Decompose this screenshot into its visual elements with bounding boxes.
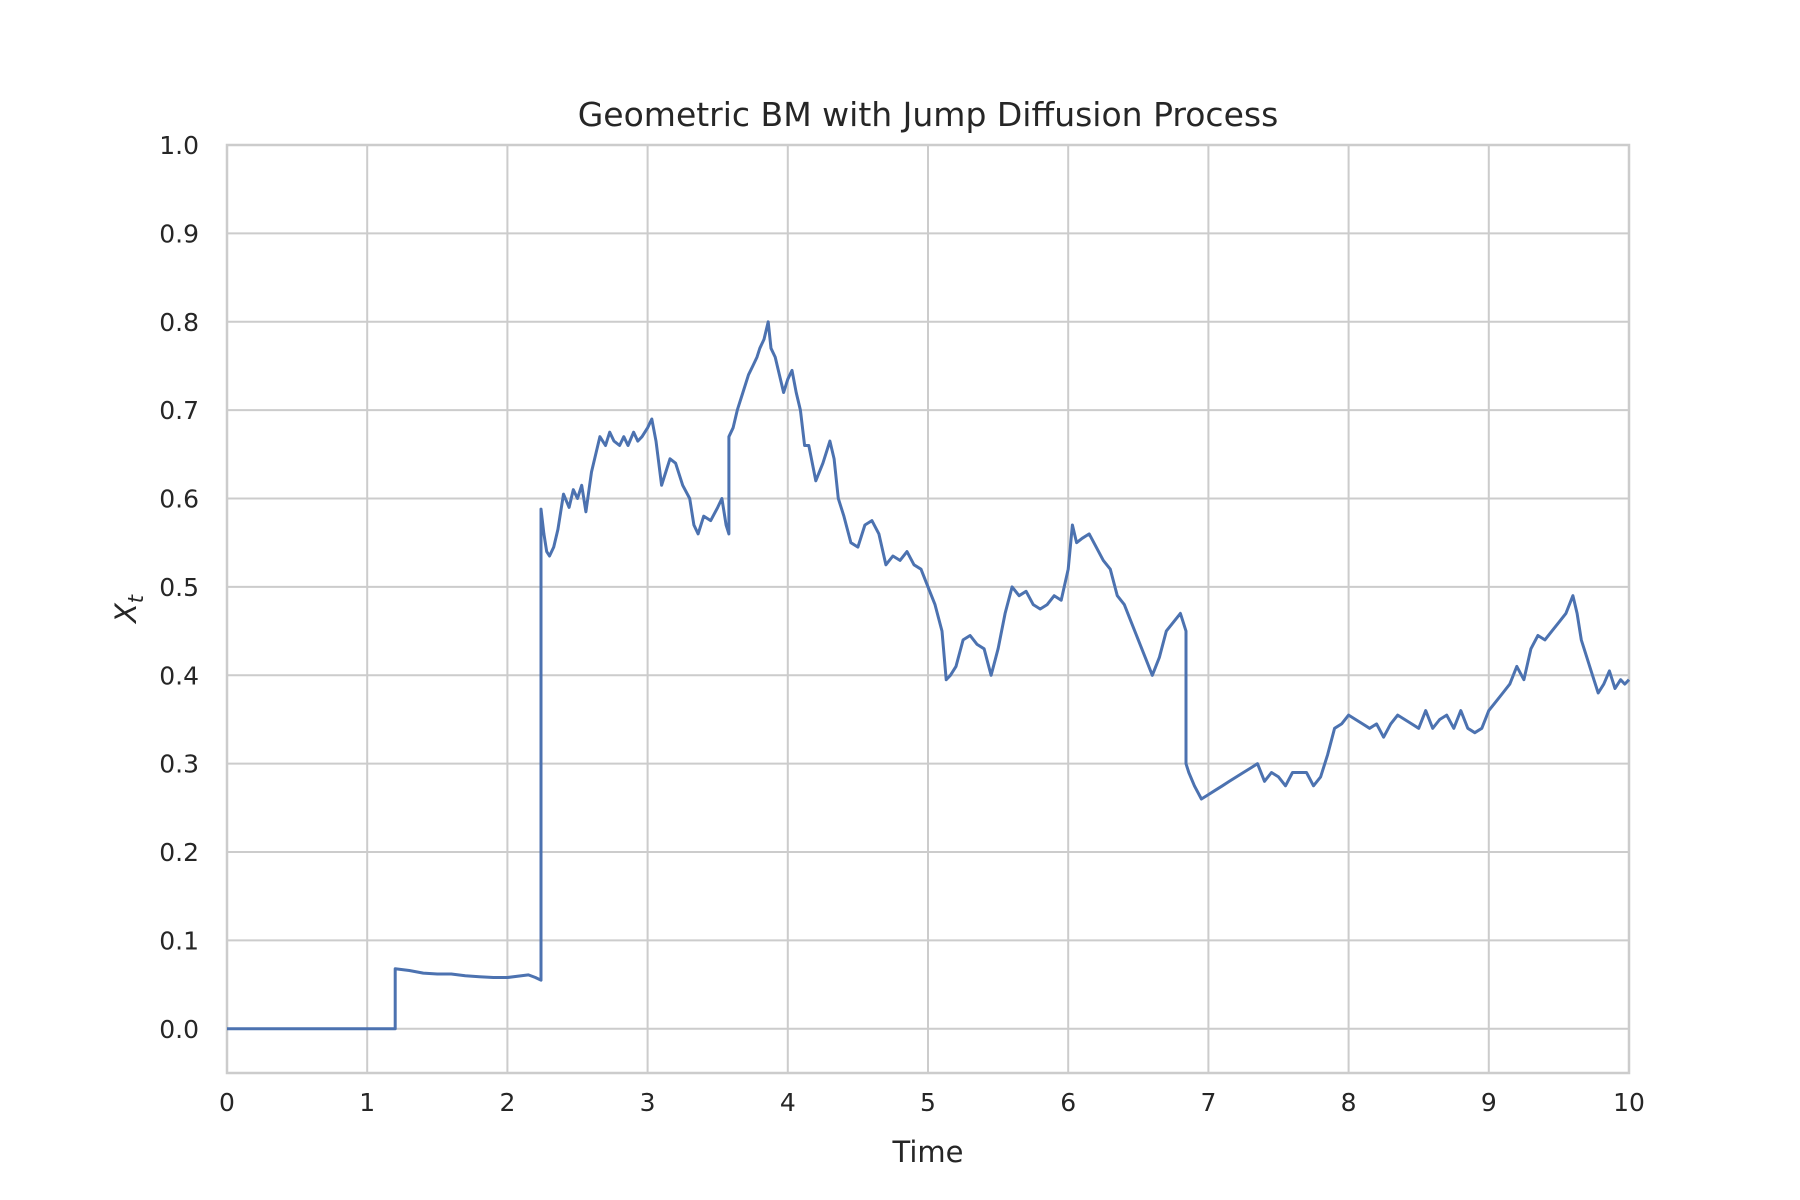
x-tick-label: 3 <box>640 1088 656 1117</box>
y-axis-label: Xt <box>109 594 148 625</box>
y-tick-label: 0.9 <box>159 219 199 248</box>
y-tick-label: 0.1 <box>159 926 199 955</box>
x-tick-label: 5 <box>920 1088 936 1117</box>
y-tick-label: 0.5 <box>159 573 199 602</box>
y-tick-label: 1.0 <box>159 131 199 160</box>
chart-title: Geometric BM with Jump Diffusion Process <box>578 95 1279 134</box>
y-axis-label-main: X <box>109 602 143 625</box>
y-tick-label: 0.3 <box>159 750 199 779</box>
y-tick-label: 0.8 <box>159 308 199 337</box>
x-tick-label: 9 <box>1481 1088 1497 1117</box>
y-tick-label: 0.2 <box>159 838 199 867</box>
y-axis-label-subscript: t <box>124 594 148 603</box>
x-tick-label: 10 <box>1613 1088 1645 1117</box>
plot-frame <box>225 143 1631 1075</box>
x-tick-label: 0 <box>219 1088 235 1117</box>
x-tick-label: 1 <box>359 1088 375 1117</box>
x-tick-label: 2 <box>499 1088 515 1117</box>
x-tick-label: 7 <box>1200 1088 1216 1117</box>
series-line <box>227 320 1631 1031</box>
x-tick-label: 4 <box>780 1088 796 1117</box>
y-tick-label: 0.4 <box>159 661 199 690</box>
y-tick-label: 0.6 <box>159 485 199 514</box>
y-tick-labels: 0.0 0.1 0.2 0.3 0.4 0.5 0.6 0.7 0.8 0.9 1.0 <box>159 131 199 1044</box>
x-axis-label: Time <box>892 1135 964 1169</box>
x-tick-label: 6 <box>1060 1088 1076 1117</box>
x-tick-label: 8 <box>1341 1088 1357 1117</box>
y-tick-label: 0.0 <box>159 1015 199 1044</box>
y-tick-label: 0.7 <box>159 396 199 425</box>
x-tick-labels: 0 1 2 3 4 5 6 7 8 9 10 <box>219 1088 1645 1117</box>
